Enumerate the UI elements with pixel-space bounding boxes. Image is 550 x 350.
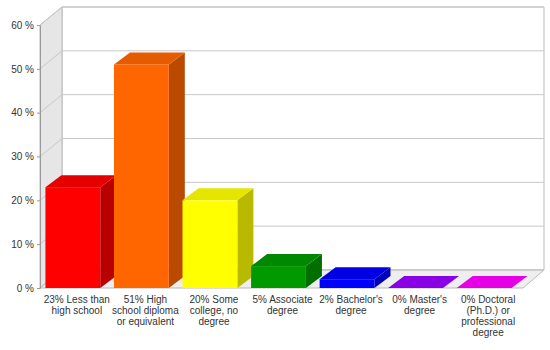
y-tick-mark [37,157,40,158]
x-tick-label-line: or equivalent [117,316,174,327]
x-tick-label-line: degree [267,305,299,316]
x-tick-label: 0% Master'sdegree [392,294,447,316]
grid [40,7,544,288]
x-tick-label-line: 0% Master's [392,294,447,305]
bar [320,279,375,288]
x-tick-label-line: degree [473,327,505,338]
bar-3d [320,267,391,288]
bar-top [457,276,528,288]
bar-top [388,276,459,288]
x-tick-label-line: 2% Bachelor's [319,294,383,305]
bar-top [45,175,116,187]
bar-3d [45,175,116,288]
x-tick-label: 23% Less thanhigh school [44,294,110,316]
y-tick-mark [37,113,40,114]
bar-side [237,188,253,288]
y-tick-label: 0 % [17,283,34,294]
y-tick: 40 % [11,107,40,118]
bar [183,200,238,288]
grid-line [40,7,544,25]
x-tick-label-line: 20% Some [189,294,238,305]
bar-top [320,267,391,279]
y-tick-label: 20 % [11,195,34,206]
y-tick-mark [37,200,40,201]
x-tick-label: 51% Highschool diplomaor equivalent [112,294,179,327]
x-tick-label-line: 51% High [124,294,167,305]
x-tick-label-line: (Ph.D.) or [466,305,510,316]
x-tick-label-line: professional [461,316,515,327]
y-tick: 10 % [11,239,40,250]
y-tick: 20 % [11,195,40,206]
bar [388,288,443,289]
x-tick-label-line: 0% Doctoral [461,294,515,305]
x-tick-label: 20% Somecollege, nodegree [189,294,238,327]
x-tick-label-line: degree [404,305,436,316]
bar [251,266,306,288]
bar-top [183,188,254,200]
bar-top [251,254,322,266]
bar-3d [388,276,459,288]
x-tick-label-line: 5% Associate [252,294,312,305]
chart: 0 % 10 % 20 % 30 % 40 % 50 % 60 % 23% Less than… [0,0,550,350]
x-tick-label-line: 23% Less than [44,294,110,305]
y-tick-mark [37,25,40,26]
y-tick-mark [37,244,40,245]
y-tick-label: 60 % [11,20,34,31]
bar [45,187,100,288]
y-axis-line [40,26,41,289]
x-tick-label: 0% Doctoral(Ph.D.) orprofessionaldegree [461,294,515,338]
x-tick-label-line: degree [198,316,230,327]
x-tick-label-line: high school [52,305,103,316]
x-tick-label-line: degree [335,305,367,316]
x-tick-label: 2% Bachelor'sdegree [319,294,383,316]
y-tick: 30 % [11,151,40,162]
bar [114,64,169,288]
y-axis: 0 % 10 % 20 % 30 % 40 % 50 % 60 % [11,20,40,294]
y-tick: 0 % [17,283,40,294]
y-tick: 50 % [11,64,40,75]
x-axis: 23% Less thanhigh school51% Highschool d… [44,294,516,338]
bars [45,52,527,288]
y-tick: 60 % [11,20,40,31]
bar-side [169,52,185,288]
y-tick-label: 50 % [11,64,34,75]
x-tick-label-line: school diploma [112,305,179,316]
x-tick-label: 5% Associatedegree [252,294,312,316]
y-tick-label: 30 % [11,151,34,162]
y-tick-mark [37,69,40,70]
x-tick-label-line: college, no [190,305,239,316]
y-tick-label: 40 % [11,107,34,118]
bar-top [114,52,185,64]
bar-3d [251,254,322,288]
bar-3d [114,52,185,288]
bar-side [100,175,116,288]
bar-3d [457,276,528,288]
y-tick-label: 10 % [11,239,34,250]
bar-3d [183,188,254,288]
y-tick-mark [37,288,40,289]
bar [457,288,512,289]
